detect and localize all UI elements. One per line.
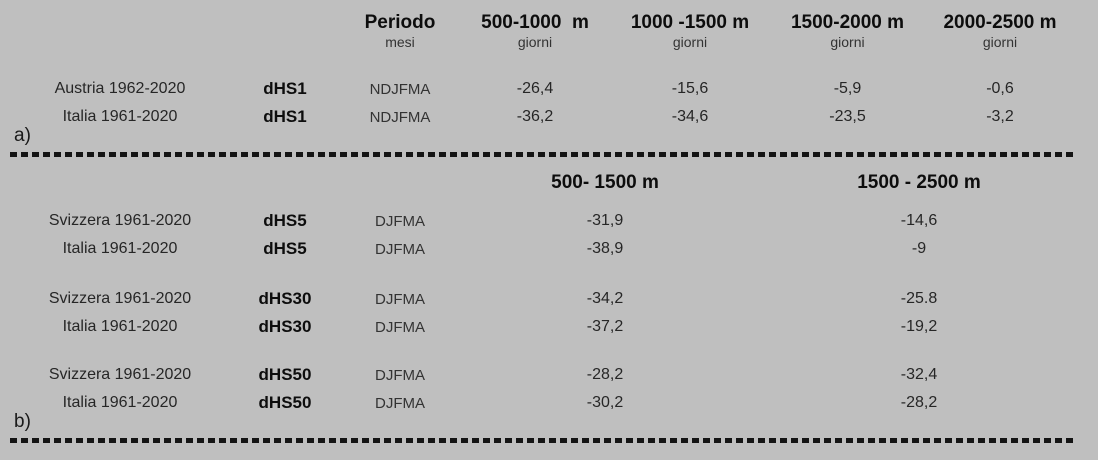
spacer [0,194,1098,207]
column-subtitle: giorni [830,34,865,50]
column-title: 1500 - 2500 m [857,172,981,193]
value-500-1500: -28,2 [586,366,624,383]
header-empty-index [240,12,330,51]
period-value: DJFMA [375,318,425,336]
value-1000-1500: -15,6 [671,80,709,97]
column-title: 500- 1500 m [551,172,659,193]
table-panel-a: Periodo mesi 500-1000 m giorni 1000 -150… [0,0,1098,131]
spacer [0,263,1098,285]
station-label: Italia 1961-2020 [62,240,178,257]
table-panel-b: 500- 1500 m 1500 - 2500 m Svizzera 1961-… [0,172,1098,417]
indicator-label: dHS30 [258,289,312,308]
indicator-label: dHS50 [258,365,312,384]
column-header-1000-1500: 1000 -1500 m giorni [600,12,780,51]
station-label: Svizzera 1961-2020 [48,366,192,383]
value-1500-2500: -25.8 [900,290,938,307]
indicator-label: dHS5 [263,239,307,258]
dashed-divider-b [10,438,1075,443]
value-1500-2500: -32,4 [900,366,938,383]
column-title: 1000 -1500 m [630,12,750,33]
column-header-1500-2000: 1500-2000 m giorni [780,12,915,51]
column-title: 2000-2500 m [943,12,1057,33]
station-label: Italia 1961-2020 [62,108,178,125]
period-value: DJFMA [375,290,425,308]
column-header-2000-2500: 2000-2500 m giorni [915,12,1085,51]
station-label: Svizzera 1961-2020 [48,290,192,307]
header-empty-station [0,12,240,51]
value-2000-2500: -0,6 [986,80,1014,97]
column-header-500-1500: 500- 1500 m [470,172,740,194]
station-label: Italia 1961-2020 [62,394,178,411]
station-label: Italia 1961-2020 [62,318,178,335]
header-empty-period [330,172,470,194]
value-2000-2500: -3,2 [986,108,1014,125]
panel-label-a: a) [14,125,31,146]
value-500-1000: -36,2 [516,108,554,125]
station-label: Austria 1962-2020 [54,80,186,97]
period-value: DJFMA [375,212,425,230]
value-1500-2500: -9 [911,240,927,257]
column-title: Periodo [364,12,436,33]
value-1500-2500: -14,6 [900,212,938,229]
period-value: DJFMA [375,240,425,258]
column-subtitle: giorni [672,34,708,50]
column-subtitle: giorni [517,34,553,50]
value-500-1500: -38,9 [586,240,624,257]
value-500-1500: -30,2 [586,394,624,411]
period-value: DJFMA [375,394,425,412]
column-header-periodo: Periodo mesi [330,12,470,51]
indicator-label: dHS30 [258,317,312,336]
period-value: DJFMA [375,366,425,384]
column-header-1500-2500: 1500 - 2500 m [740,172,1098,194]
value-500-1500: -34,2 [586,290,624,307]
value-500-1500: -31,9 [586,212,624,229]
dashed-divider-a [10,152,1075,157]
indicator-label: dHS1 [263,79,307,98]
spacer [0,341,1098,361]
indicator-label: dHS50 [258,393,312,412]
station-label: Svizzera 1961-2020 [48,212,192,229]
header-empty-station [0,172,240,194]
value-1500-2000: -5,9 [833,80,862,97]
value-500-1000: -26,4 [516,80,554,97]
period-value: NDJFMA [369,108,431,126]
column-title: 500-1000 m [481,12,589,33]
header-empty-index [240,172,330,194]
column-header-500-1000: 500-1000 m giorni [470,12,600,51]
value-1500-2000: -23,5 [829,108,866,125]
panel-label-b: b) [14,411,31,432]
indicator-label: dHS5 [263,211,307,230]
period-value: NDJFMA [369,80,431,98]
value-1000-1500: -34,6 [671,108,709,125]
column-subtitle: giorni [982,34,1018,50]
spacer [0,51,1085,75]
value-500-1500: -37,2 [586,318,624,335]
column-subtitle: mesi [385,34,415,50]
indicator-label: dHS1 [263,107,307,126]
value-1500-2500: -19,2 [900,318,938,335]
column-title: 1500-2000 m [790,12,905,33]
value-1500-2500: -28,2 [900,394,938,411]
